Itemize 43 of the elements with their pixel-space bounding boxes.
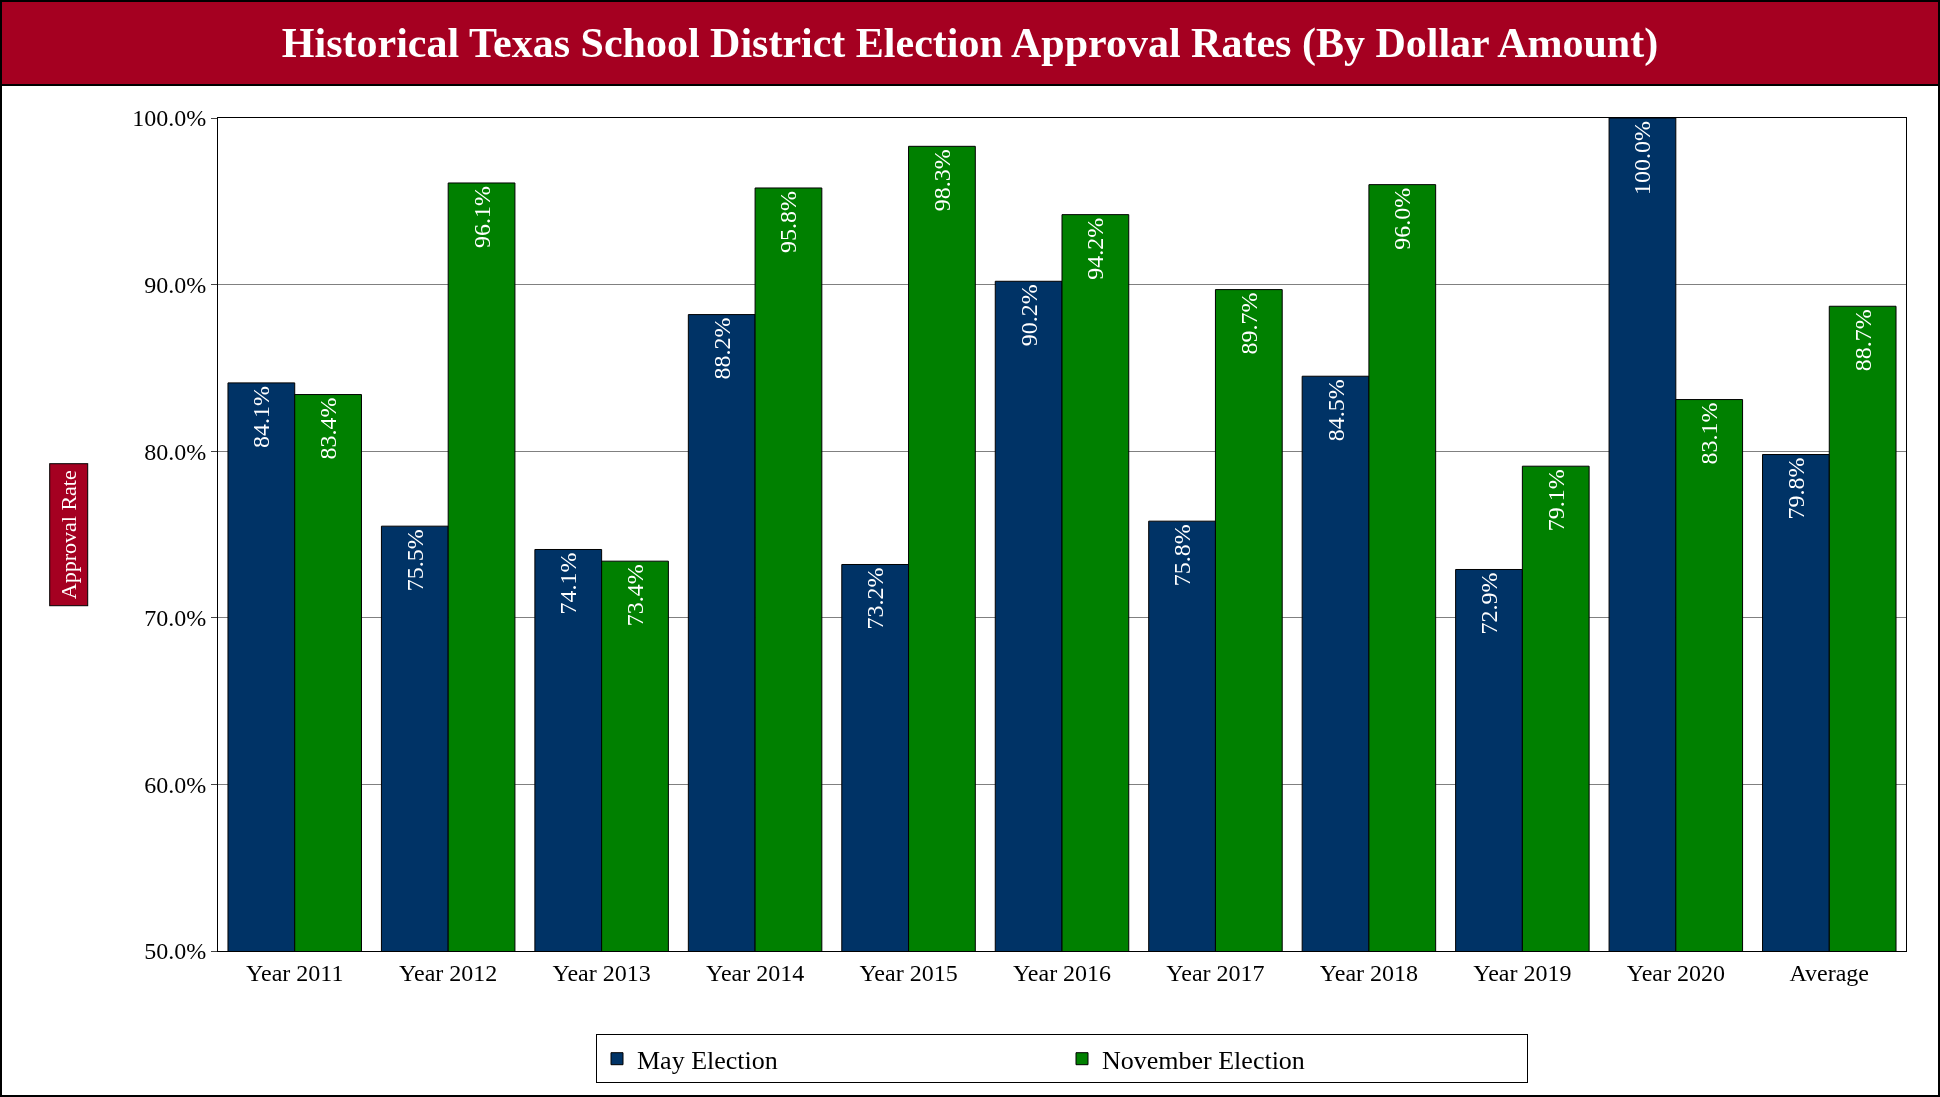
data-label: 98.3%: [928, 149, 955, 212]
chart-title: Historical Texas School District Election Approval Rates (By Dollar Amount): [2, 2, 1938, 86]
x-tick-label: Year 2011: [246, 959, 344, 986]
data-label: 94.2%: [1082, 217, 1109, 280]
y-tick-label: 90.0%: [144, 272, 207, 298]
x-tick-label: Year 2020: [1626, 959, 1725, 986]
data-label: 84.5%: [1322, 379, 1349, 442]
data-label: 90.2%: [1015, 284, 1042, 347]
data-label: 83.4%: [315, 397, 342, 460]
x-tick-label: Year 2019: [1473, 959, 1572, 986]
data-label: 95.8%: [775, 190, 802, 253]
data-label: 89.7%: [1235, 292, 1262, 355]
data-label: 75.8%: [1169, 524, 1196, 587]
data-label: 72.9%: [1475, 572, 1502, 635]
y-tick-label: 60.0%: [144, 771, 207, 798]
data-label: 84.1%: [248, 385, 275, 448]
x-tick-label: Year 2014: [705, 959, 805, 986]
data-label: 79.8%: [1782, 457, 1809, 520]
x-tick-label: Year 2013: [552, 959, 651, 986]
data-label: 100.0%: [1629, 121, 1656, 195]
y-tick-label: 80.0%: [144, 438, 207, 465]
data-label: 96.1%: [468, 185, 495, 248]
data-label: 96.0%: [1389, 187, 1416, 250]
data-label: 88.7%: [1849, 309, 1876, 372]
y-tick-label: 70.0%: [144, 605, 207, 632]
x-tick-label: Year 2018: [1319, 959, 1419, 986]
x-tick-label: Average: [1789, 959, 1870, 986]
data-label: 73.4%: [622, 564, 649, 627]
legend-label: May Election: [637, 1045, 778, 1075]
y-tick-label: 50.0%: [144, 938, 207, 965]
x-tick-label: Year 2012: [399, 959, 498, 986]
data-label: 75.5%: [401, 529, 428, 592]
x-tick-label: Year 2016: [1012, 959, 1112, 986]
y-axis-title: Approval Rate: [56, 470, 82, 600]
data-label: 79.1%: [1542, 469, 1569, 532]
data-label: 74.1%: [555, 552, 582, 615]
legend-label: November Election: [1102, 1045, 1305, 1075]
y-tick-label: 100.0%: [132, 105, 207, 132]
x-tick-label: Year 2017: [1166, 959, 1265, 986]
x-tick-label: Year 2015: [859, 959, 958, 986]
data-label: 73.2%: [862, 567, 889, 630]
data-label: 88.2%: [708, 317, 735, 380]
data-label: 83.1%: [1696, 402, 1723, 465]
